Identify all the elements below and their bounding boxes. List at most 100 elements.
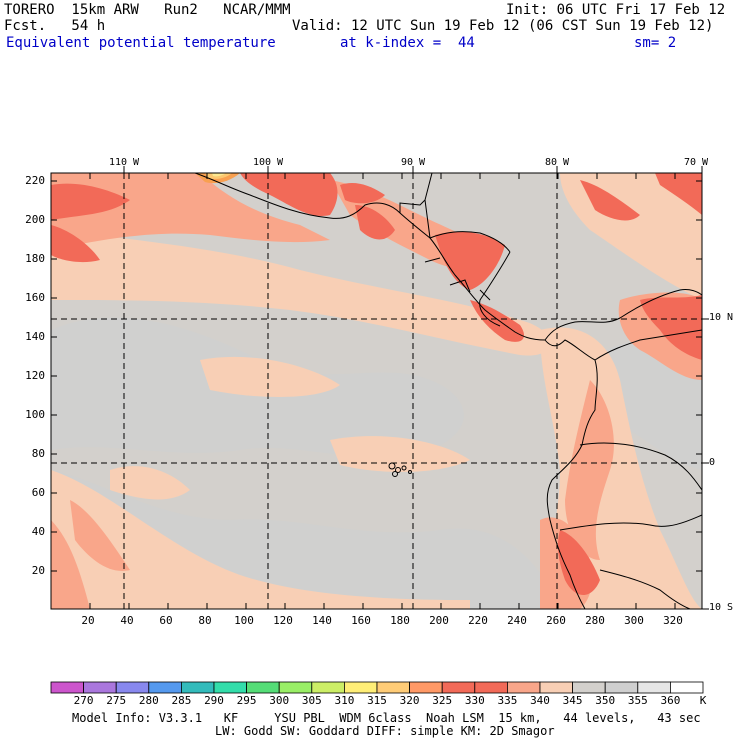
x-tick-320: 320 — [663, 614, 683, 627]
colorbar-unit: K — [699, 694, 707, 707]
red-band-6 — [470, 300, 525, 342]
coastline-3 — [429, 231, 511, 253]
coastline-2 — [424, 172, 433, 239]
peach-band-6 — [110, 466, 190, 500]
y-tick-200: 200 — [25, 213, 45, 226]
red-band-3 — [340, 183, 385, 204]
colorbar-label-330: 330 — [464, 694, 485, 707]
peach-band-1 — [51, 470, 470, 609]
lat-label-10s: 10 S — [709, 602, 734, 613]
colorbar-label-315: 315 — [367, 694, 387, 707]
salmon-band-6 — [51, 520, 90, 609]
x-tick-200: 200 — [429, 614, 449, 627]
coastlines — [194, 172, 703, 610]
colorbar-label-345: 345 — [562, 694, 583, 707]
smoothing: sm= 2 — [634, 35, 677, 51]
colorbar-label-320: 320 — [399, 694, 420, 707]
peach-band-2 — [200, 356, 340, 397]
colorbar-label-280: 280 — [138, 694, 159, 707]
lon-label-80w: 80 W — [544, 157, 570, 168]
coastline-6 — [594, 329, 703, 361]
y-tick-40: 40 — [31, 525, 45, 538]
x-tick-280: 280 — [585, 614, 605, 627]
level-index: at k-index = 44 — [340, 35, 475, 51]
colorbar-label-325: 325 — [432, 694, 453, 707]
x-tick-100: 100 — [234, 614, 254, 627]
lon-label-90w: 90 W — [400, 157, 426, 168]
colorbar-label-285: 285 — [171, 694, 192, 707]
lat-lon-grid — [51, 173, 702, 609]
x-tick-60: 60 — [159, 614, 173, 627]
x-tick-40: 40 — [120, 614, 134, 627]
red-band-5 — [435, 231, 505, 290]
pale-yellow-band — [212, 173, 226, 177]
lon-label-100w: 100 W — [252, 157, 284, 168]
red-band-7 — [640, 295, 702, 360]
red-band-1 — [51, 225, 100, 263]
coastline-8 — [559, 514, 703, 531]
colorbar-label-335: 335 — [497, 694, 518, 707]
x-tick-20: 20 — [81, 614, 95, 627]
theta-e-field — [51, 173, 702, 609]
y-tick-140: 140 — [25, 330, 45, 343]
salmon-band-2 — [565, 380, 614, 560]
field-name: Equivalent potential temperature — [6, 35, 276, 51]
y-tick-20: 20 — [31, 564, 45, 577]
coastline-10 — [449, 279, 471, 293]
coastline-1 — [399, 199, 426, 213]
y-tick-180: 180 — [25, 252, 45, 265]
y-tick-80: 80 — [31, 447, 45, 460]
y-tick-100: 100 — [25, 408, 45, 421]
y-tick-220: 220 — [25, 174, 45, 187]
lon-label-70w: 70 W — [683, 157, 709, 168]
colorbar-label-275: 275 — [106, 694, 127, 707]
colorbar-label-300: 300 — [269, 694, 290, 707]
y-tick-120: 120 — [25, 369, 45, 382]
x-tick-240: 240 — [507, 614, 527, 627]
red-band-0 — [51, 183, 130, 220]
y-tick-160: 160 — [25, 291, 45, 304]
colorbar-label-295: 295 — [236, 694, 257, 707]
x-tick-180: 180 — [390, 614, 410, 627]
model-title: TORERO 15km ARW Run2 NCAR/MMM — [4, 2, 291, 18]
forecast-hour: Fcst. 54 h — [4, 18, 106, 34]
light-zone-2 — [590, 340, 702, 470]
colorbar-label-340: 340 — [530, 694, 550, 707]
colorbar-label-305: 305 — [301, 694, 322, 707]
physics-info: LW: Godd SW: Goddard DIFF: simple KM: 2D… — [215, 724, 555, 738]
galapagos-island-1 — [395, 467, 401, 473]
salmon-band-5 — [70, 500, 130, 571]
coastline-7 — [579, 442, 703, 491]
valid-time: Valid: 12 UTC Sun 19 Feb 12 (06 CST Sun … — [292, 18, 714, 34]
colorbar-label-290: 290 — [204, 694, 224, 707]
colorbar-label-355: 355 — [627, 694, 648, 707]
x-tick-160: 160 — [351, 614, 371, 627]
init-time: Init: 06 UTC Fri 17 Feb 12 — [506, 2, 726, 18]
red-band-2 — [240, 173, 338, 216]
colorbar-label-350: 350 — [595, 694, 616, 707]
coastline-11 — [424, 257, 441, 263]
axis-ticks — [51, 166, 709, 610]
coastline-0 — [194, 172, 703, 341]
coastline-12 — [479, 289, 491, 301]
galapagos-island-3 — [392, 471, 398, 477]
colorbar-label-270: 270 — [73, 694, 94, 707]
coastline-4 — [479, 251, 511, 327]
lon-label-110w: 110 W — [108, 157, 140, 168]
colorbar-label-310: 310 — [334, 694, 355, 707]
x-tick-260: 260 — [546, 614, 566, 627]
x-tick-120: 120 — [273, 614, 293, 627]
galapagos-island-4 — [408, 470, 412, 474]
red-band-10 — [655, 173, 702, 215]
red-band-8 — [557, 530, 600, 595]
colorbar-label-360: 360 — [660, 694, 681, 707]
salmon-band-0 — [51, 173, 330, 250]
x-tick-220: 220 — [468, 614, 488, 627]
map-frame — [50, 172, 703, 610]
red-band-9 — [580, 180, 640, 221]
lat-label-0: 0 — [709, 457, 716, 468]
peach-band-0 — [51, 230, 550, 356]
x-tick-80: 80 — [198, 614, 212, 627]
x-tick-300: 300 — [624, 614, 644, 627]
